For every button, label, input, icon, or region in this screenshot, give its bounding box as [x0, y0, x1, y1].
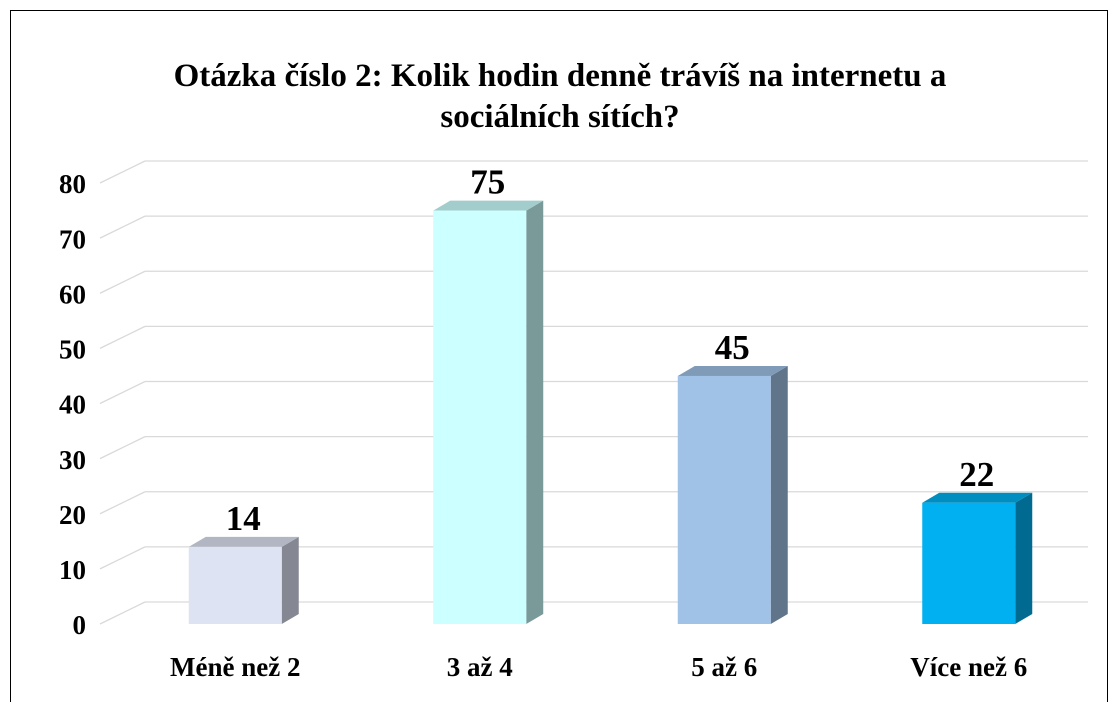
y-tick-label: 60	[59, 279, 86, 309]
chart-border	[10, 10, 1108, 702]
y-tick-label: 20	[59, 500, 86, 530]
grid-line-depth	[99, 325, 146, 349]
bar	[922, 502, 1016, 624]
grid-line-depth	[99, 436, 146, 460]
grid-line-depth	[99, 546, 146, 570]
bar-side	[770, 365, 788, 624]
y-tick-label: 0	[73, 610, 87, 640]
bar-top	[433, 200, 544, 211]
bar-side	[1015, 492, 1033, 624]
grid-line-depth	[99, 215, 146, 239]
grid-line-depth	[99, 380, 146, 405]
value-label: 22	[959, 455, 994, 494]
value-label: 75	[470, 163, 505, 202]
bar-side	[526, 200, 544, 624]
bar	[188, 546, 282, 624]
grid-line-depth	[99, 270, 146, 294]
bar-side	[281, 536, 299, 624]
bar	[433, 210, 527, 624]
y-tick-label: 50	[59, 335, 86, 365]
grid-line-depth	[99, 601, 146, 625]
bar	[677, 375, 771, 624]
value-label: 14	[226, 499, 261, 538]
bar-top	[188, 536, 299, 547]
chart-title: Otázka číslo 2: Kolik hodin denně trávíš…	[173, 58, 947, 135]
grid-line-depth	[99, 160, 146, 184]
x-tick-label: 5 až 6	[691, 652, 757, 682]
y-tick-label: 70	[59, 224, 86, 254]
value-label: 45	[715, 328, 750, 367]
y-tick-label: 30	[59, 445, 86, 475]
x-tick-label: 3 až 4	[447, 652, 513, 682]
y-tick-label: 80	[59, 169, 86, 199]
x-tick-label: Více než 6	[910, 652, 1027, 682]
bar-top	[677, 365, 788, 376]
bar-top	[922, 492, 1033, 503]
y-tick-label: 10	[59, 555, 86, 585]
grid-line-depth	[99, 491, 146, 515]
y-tick-label: 40	[59, 390, 86, 420]
x-tick-label: Méně než 2	[170, 652, 300, 682]
